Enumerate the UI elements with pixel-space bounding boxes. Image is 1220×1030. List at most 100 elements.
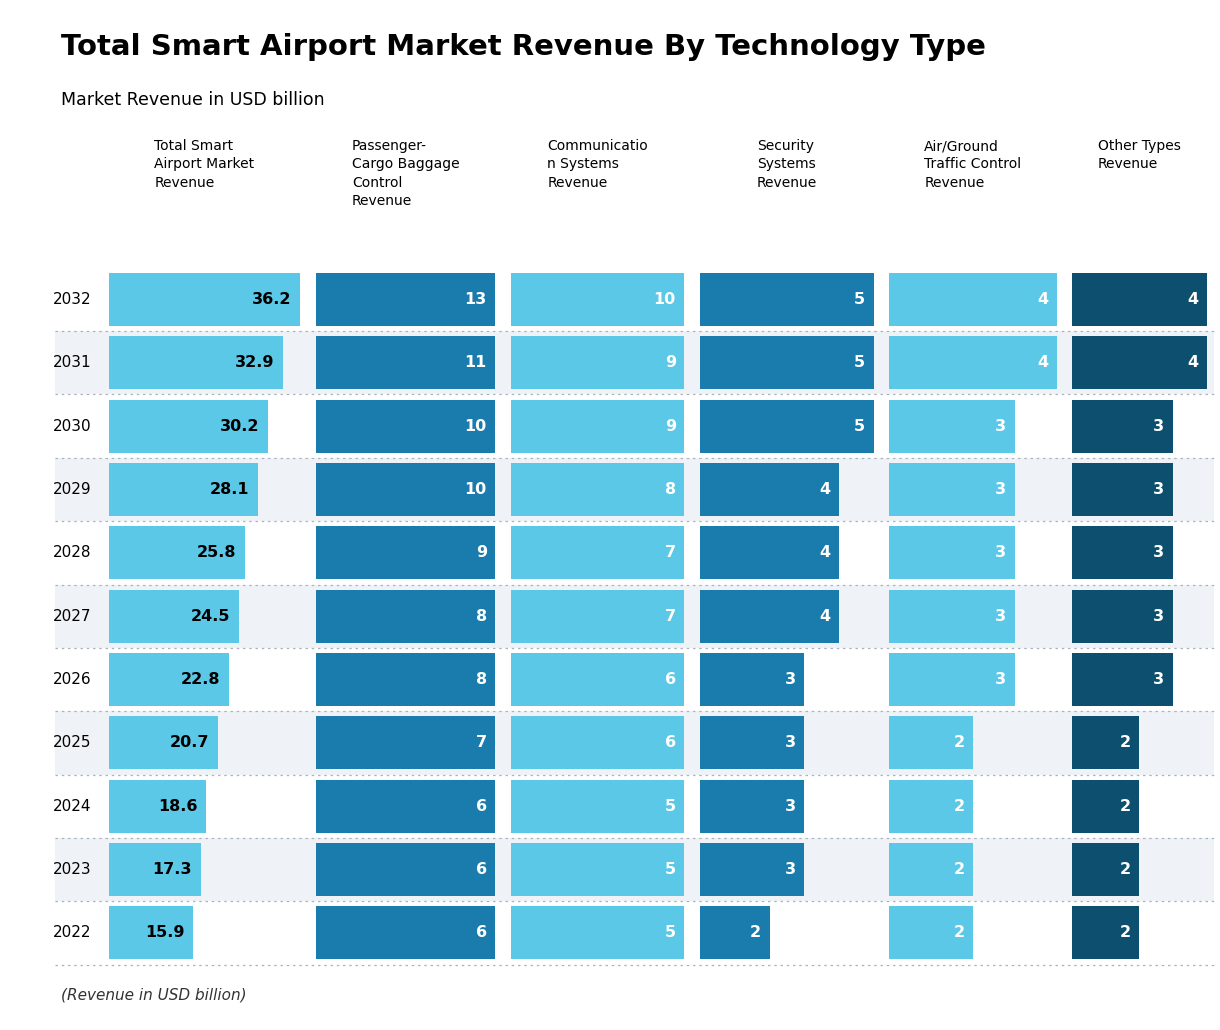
FancyBboxPatch shape bbox=[511, 526, 684, 579]
Text: 2027: 2027 bbox=[52, 609, 92, 624]
FancyBboxPatch shape bbox=[1072, 780, 1139, 832]
FancyBboxPatch shape bbox=[55, 775, 1214, 838]
FancyBboxPatch shape bbox=[316, 843, 495, 896]
FancyBboxPatch shape bbox=[316, 906, 495, 960]
FancyBboxPatch shape bbox=[316, 589, 495, 643]
FancyBboxPatch shape bbox=[109, 717, 217, 769]
Text: 5: 5 bbox=[854, 418, 865, 434]
FancyBboxPatch shape bbox=[700, 906, 770, 960]
Text: 4: 4 bbox=[1187, 355, 1198, 371]
Text: 10: 10 bbox=[654, 291, 676, 307]
Text: 13: 13 bbox=[465, 291, 487, 307]
FancyBboxPatch shape bbox=[55, 394, 1214, 457]
Text: 5: 5 bbox=[854, 291, 865, 307]
Text: 2: 2 bbox=[953, 862, 964, 878]
Text: 3: 3 bbox=[1153, 672, 1164, 687]
FancyBboxPatch shape bbox=[511, 464, 684, 516]
FancyBboxPatch shape bbox=[889, 843, 974, 896]
Text: 2028: 2028 bbox=[52, 545, 92, 560]
Text: Passenger-
Cargo Baggage
Control
Revenue: Passenger- Cargo Baggage Control Revenue bbox=[351, 139, 460, 208]
Text: 25.8: 25.8 bbox=[196, 545, 235, 560]
Text: 6: 6 bbox=[476, 925, 487, 940]
Text: 30.2: 30.2 bbox=[220, 418, 259, 434]
FancyBboxPatch shape bbox=[511, 717, 684, 769]
FancyBboxPatch shape bbox=[55, 711, 1214, 775]
Text: 3: 3 bbox=[996, 545, 1006, 560]
FancyBboxPatch shape bbox=[889, 653, 1015, 707]
FancyBboxPatch shape bbox=[511, 780, 684, 832]
Text: 11: 11 bbox=[465, 355, 487, 371]
Text: Air/Ground
Traffic Control
Revenue: Air/Ground Traffic Control Revenue bbox=[925, 139, 1021, 190]
FancyBboxPatch shape bbox=[700, 336, 874, 389]
FancyBboxPatch shape bbox=[109, 589, 239, 643]
FancyBboxPatch shape bbox=[889, 336, 1057, 389]
Text: 24.5: 24.5 bbox=[190, 609, 231, 624]
FancyBboxPatch shape bbox=[1072, 717, 1139, 769]
FancyBboxPatch shape bbox=[700, 526, 839, 579]
FancyBboxPatch shape bbox=[1072, 906, 1139, 960]
FancyBboxPatch shape bbox=[889, 464, 1015, 516]
Text: 9: 9 bbox=[476, 545, 487, 560]
Text: 5: 5 bbox=[665, 798, 676, 814]
Text: 3: 3 bbox=[1153, 609, 1164, 624]
FancyBboxPatch shape bbox=[55, 457, 1214, 521]
Text: 3: 3 bbox=[996, 609, 1006, 624]
Text: 7: 7 bbox=[476, 735, 487, 751]
Text: 2: 2 bbox=[1120, 735, 1131, 751]
Text: 3: 3 bbox=[784, 862, 795, 878]
Text: 2: 2 bbox=[750, 925, 761, 940]
FancyBboxPatch shape bbox=[700, 843, 804, 896]
Text: 4: 4 bbox=[819, 545, 831, 560]
Text: 2023: 2023 bbox=[52, 862, 92, 878]
Text: 3: 3 bbox=[996, 482, 1006, 497]
Text: Communicatio
n Systems
Revenue: Communicatio n Systems Revenue bbox=[548, 139, 648, 190]
Text: 2: 2 bbox=[953, 798, 964, 814]
FancyBboxPatch shape bbox=[316, 780, 495, 832]
Text: 2: 2 bbox=[953, 925, 964, 940]
FancyBboxPatch shape bbox=[55, 332, 1214, 394]
Text: 2031: 2031 bbox=[52, 355, 92, 371]
Text: 36.2: 36.2 bbox=[253, 291, 292, 307]
FancyBboxPatch shape bbox=[316, 526, 495, 579]
FancyBboxPatch shape bbox=[889, 589, 1015, 643]
FancyBboxPatch shape bbox=[316, 464, 495, 516]
Text: 20.7: 20.7 bbox=[170, 735, 209, 751]
Text: 3: 3 bbox=[996, 672, 1006, 687]
Text: 7: 7 bbox=[665, 609, 676, 624]
FancyBboxPatch shape bbox=[1072, 653, 1174, 707]
Text: 5: 5 bbox=[854, 355, 865, 371]
FancyBboxPatch shape bbox=[700, 464, 839, 516]
FancyBboxPatch shape bbox=[109, 336, 283, 389]
Text: 3: 3 bbox=[1153, 482, 1164, 497]
Text: 3: 3 bbox=[784, 798, 795, 814]
Text: 3: 3 bbox=[784, 672, 795, 687]
FancyBboxPatch shape bbox=[109, 464, 257, 516]
Text: Total Smart Airport Market Revenue By Technology Type: Total Smart Airport Market Revenue By Te… bbox=[61, 33, 986, 61]
FancyBboxPatch shape bbox=[109, 780, 206, 832]
Text: 10: 10 bbox=[465, 482, 487, 497]
FancyBboxPatch shape bbox=[109, 843, 200, 896]
Text: (Revenue in USD billion): (Revenue in USD billion) bbox=[61, 987, 246, 1002]
Text: Market Revenue in USD billion: Market Revenue in USD billion bbox=[61, 91, 325, 108]
Text: 9: 9 bbox=[665, 355, 676, 371]
FancyBboxPatch shape bbox=[889, 273, 1057, 325]
Text: 2: 2 bbox=[1120, 798, 1131, 814]
Text: 6: 6 bbox=[665, 735, 676, 751]
Text: 32.9: 32.9 bbox=[234, 355, 274, 371]
Text: 2: 2 bbox=[1120, 925, 1131, 940]
FancyBboxPatch shape bbox=[1072, 464, 1174, 516]
Text: 22.8: 22.8 bbox=[182, 672, 221, 687]
FancyBboxPatch shape bbox=[316, 653, 495, 707]
Text: 2025: 2025 bbox=[52, 735, 92, 751]
Text: 5: 5 bbox=[665, 862, 676, 878]
FancyBboxPatch shape bbox=[1072, 273, 1207, 325]
Text: 5: 5 bbox=[665, 925, 676, 940]
Text: 3: 3 bbox=[1153, 545, 1164, 560]
Text: 4: 4 bbox=[1037, 355, 1048, 371]
FancyBboxPatch shape bbox=[889, 526, 1015, 579]
FancyBboxPatch shape bbox=[889, 906, 974, 960]
Text: 17.3: 17.3 bbox=[152, 862, 192, 878]
FancyBboxPatch shape bbox=[55, 901, 1214, 964]
Text: 2022: 2022 bbox=[52, 925, 92, 940]
FancyBboxPatch shape bbox=[700, 653, 804, 707]
